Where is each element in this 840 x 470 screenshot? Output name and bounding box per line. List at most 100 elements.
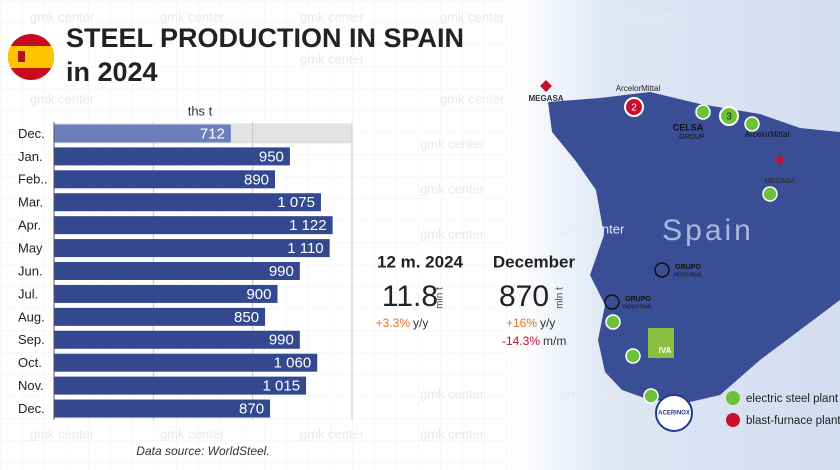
stat-delta: -14.3% — [502, 334, 540, 348]
logo-icon — [775, 155, 785, 165]
plant-marker — [695, 104, 711, 120]
plant-marker — [625, 348, 641, 364]
category-label: Jan. — [18, 149, 43, 164]
stat-period: 12 m. 2024 — [377, 252, 464, 271]
logo-icon — [654, 262, 670, 278]
watermark: gmk center — [420, 426, 485, 441]
company: INDUSTRIAL — [673, 272, 703, 278]
logo-icon — [655, 394, 693, 432]
bar — [54, 307, 266, 326]
category-label: Aug. — [18, 309, 45, 324]
plant-marker — [605, 314, 621, 330]
value-label: 870 — [239, 401, 264, 418]
category-label: Apr. — [18, 218, 41, 233]
value-label: 1 110 — [287, 240, 323, 257]
value-label: 712 — [200, 125, 225, 142]
map-layer: Spain 2 3 MEGASA ArcelorMittal CELSA GRO… — [528, 80, 840, 432]
watermark: gmk center — [420, 181, 485, 196]
value-label: 1 015 — [263, 378, 301, 395]
category-label: Dec. — [18, 126, 45, 141]
plant-marker — [762, 186, 778, 202]
company: IVA — [659, 346, 672, 355]
stat-delta: +3.3% — [376, 316, 411, 330]
watermark: gmk center — [160, 426, 225, 441]
category-label: Mar. — [18, 195, 43, 210]
bar — [54, 399, 271, 418]
company: ArcelorMittal — [745, 130, 790, 139]
stat-period: December — [493, 252, 576, 271]
category-label: Jun. — [18, 263, 43, 278]
logo-icon — [604, 294, 620, 310]
value-label: 890 — [244, 171, 269, 188]
map-label: Spain — [662, 214, 754, 247]
watermark: gmk center — [30, 9, 95, 24]
stat-unit: mln t — [555, 287, 566, 309]
logo-icon — [540, 80, 552, 92]
watermark: gmk center — [300, 426, 365, 441]
stat-delta: +16% — [506, 316, 537, 330]
category-label: Nov. — [18, 378, 44, 393]
value-label: 990 — [269, 263, 294, 280]
stat-value: 870 — [499, 280, 549, 313]
watermark: gmk center — [420, 136, 485, 151]
stat-basis: y/y — [413, 316, 428, 330]
plant-number: 2 — [631, 103, 637, 114]
category-label: Jul. — [18, 286, 38, 301]
value-label: 990 — [269, 332, 294, 349]
plant-marker — [719, 106, 739, 126]
stat-unit: mln t — [435, 287, 446, 309]
watermark: gmk center — [30, 91, 95, 106]
axis-label: ths t — [188, 103, 213, 118]
value-label: 850 — [234, 309, 259, 326]
watermark: gmk center — [560, 386, 625, 401]
watermark: gmk center — [440, 91, 505, 106]
watermark: gmk center — [160, 9, 225, 24]
legend-label: blast-furnace plant — [746, 415, 840, 427]
category-label: Oct. — [18, 355, 42, 370]
source: Data source: WorldSteel. — [136, 444, 269, 458]
value-label: 1 060 — [274, 355, 312, 372]
value-label: 900 — [246, 286, 271, 303]
bar — [54, 239, 330, 258]
stat-basis: m/m — [543, 334, 566, 348]
value-label: 1 122 — [289, 217, 327, 234]
flag — [8, 34, 54, 80]
category-label: Sep. — [18, 332, 45, 347]
company: MEGASA — [528, 94, 563, 103]
bar — [54, 147, 290, 166]
electric-plants — [605, 104, 778, 404]
watermark: gmk center — [300, 51, 365, 66]
stats: 12 m. 2024 11.8 mln t +3.3% y/y December… — [376, 252, 576, 348]
plant-number: 3 — [726, 112, 732, 123]
watermark: gmk center — [440, 9, 505, 24]
legend-swatch — [726, 413, 740, 427]
watermark: gmk center — [560, 221, 625, 236]
watermark: gmk center — [620, 9, 685, 24]
company: GRUPO — [675, 264, 701, 271]
value-label: 950 — [259, 148, 284, 165]
bar — [54, 193, 321, 212]
bar — [54, 376, 307, 395]
bar — [54, 284, 278, 303]
bar — [54, 262, 300, 280]
company: GRUPO — [625, 296, 651, 303]
bar — [54, 124, 231, 143]
bar — [54, 216, 333, 235]
stat-value: 11.8 — [382, 280, 438, 313]
company: ArcelorMittal — [616, 84, 661, 93]
title: STEEL PRODUCTION IN SPAIN — [66, 23, 464, 53]
bar — [54, 170, 276, 189]
company: GROUP — [679, 134, 705, 141]
plant-marker — [643, 388, 659, 404]
bar — [54, 353, 318, 372]
category-label: Feb.. — [18, 172, 48, 187]
watermark: gmk center — [30, 426, 95, 441]
bar-chart: Dec. 712 Jan. 950 Feb.. 890 Mar. 1 075 Apr. 1 122… — [18, 122, 353, 420]
category-label: Dec. — [18, 401, 45, 416]
blast-furnace-marker — [624, 97, 644, 117]
value-label: 1 075 — [277, 194, 315, 211]
bar — [54, 330, 300, 349]
company: MEGASA — [765, 178, 796, 185]
stat-basis: y/y — [540, 316, 555, 330]
watermark: gmk center — [420, 386, 485, 401]
